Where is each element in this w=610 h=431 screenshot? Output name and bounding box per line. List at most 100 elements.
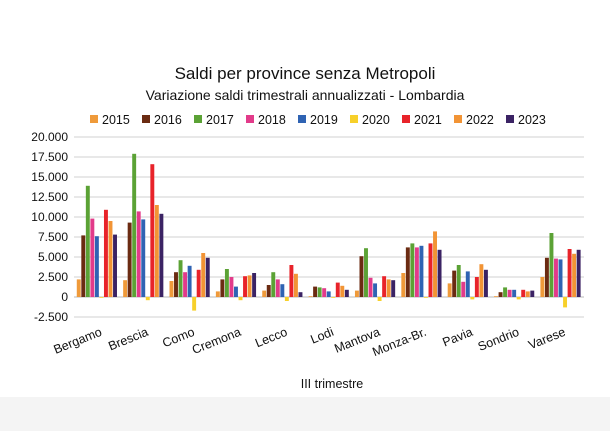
bar-2021-Varese — [567, 249, 572, 297]
bar-2021-Lodi — [335, 282, 340, 297]
footer-band — [0, 397, 610, 431]
bar-2022-Monza-Br. — [433, 231, 437, 297]
bar-2020-Varese — [563, 297, 568, 308]
bar-2021-Como — [196, 269, 201, 297]
bar-2022-Lecco — [293, 273, 298, 297]
bar-2016-Pavia — [452, 270, 457, 297]
bar-2019-Como — [187, 265, 192, 297]
bar-2015-Bergamo — [76, 279, 81, 297]
bar-2019-Varese — [558, 259, 563, 297]
bar-2015-Pavia — [447, 283, 452, 297]
y-tick-label: 15.000 — [31, 170, 68, 184]
bar-2018-Sondrio — [507, 289, 512, 297]
bar-2023-Mantova — [391, 280, 396, 297]
bar-2023-Bergamo — [113, 234, 117, 297]
x-category-label: Monza-Br. — [370, 325, 428, 359]
bar-2018-Cremona — [229, 277, 234, 297]
bar-2019-Bergamo — [94, 236, 99, 297]
legend-swatch — [298, 115, 306, 123]
bar-2023-Sondrio — [530, 290, 535, 297]
bar-2018-Como — [183, 272, 188, 297]
y-tick-label: 7.500 — [38, 230, 68, 244]
bar-2019-Lecco — [280, 284, 285, 297]
bar-2017-Como — [178, 260, 183, 297]
bar-2018-Varese — [554, 258, 558, 297]
legend-label: 2021 — [414, 113, 442, 127]
bar-2017-Monza-Br. — [410, 243, 415, 297]
legend-swatch — [90, 115, 98, 123]
legend-label: 2023 — [518, 113, 546, 127]
bar-2018-Mantova — [368, 277, 373, 297]
bar-2017-Sondrio — [503, 287, 508, 297]
bar-2020-Cremona — [238, 297, 243, 301]
legend-swatch — [194, 115, 202, 123]
bar-2016-Cremona — [220, 279, 225, 297]
y-tick-label: 12.500 — [31, 190, 68, 204]
y-tick-label: 17.500 — [31, 150, 68, 164]
bar-2020-Lecco — [284, 297, 289, 301]
legend-swatch — [454, 115, 462, 123]
bar-2022-Pavia — [479, 264, 484, 297]
bar-2022-Bergamo — [108, 221, 113, 297]
bar-2018-Brescia — [136, 211, 141, 297]
legend-swatch — [350, 115, 358, 123]
bar-2023-Cremona — [252, 273, 257, 297]
bar-2023-Pavia — [483, 269, 488, 297]
y-tick-label: 20.000 — [31, 130, 68, 144]
bar-2021-Sondrio — [521, 289, 526, 297]
bar-2018-Bergamo — [90, 218, 95, 297]
bar-2023-Brescia — [159, 213, 164, 297]
bar-2015-Sondrio — [494, 296, 498, 297]
bar-2018-Lodi — [322, 288, 327, 297]
bar-2015-Mantova — [354, 290, 359, 297]
bar-2019-Sondrio — [512, 289, 517, 297]
bar-2022-Como — [201, 253, 206, 297]
bar-2016-Monza-Br. — [405, 247, 410, 297]
bar-2015-Lecco — [262, 290, 267, 297]
bar-2021-Cremona — [243, 276, 247, 297]
legend-swatch — [506, 115, 514, 123]
bar-2021-Mantova — [382, 276, 387, 297]
bar-2018-Lecco — [275, 279, 280, 297]
bar-2021-Lecco — [289, 265, 294, 297]
bar-2023-Lecco — [298, 292, 303, 297]
legend-label: 2018 — [258, 113, 286, 127]
bar-2021-Monza-Br. — [428, 243, 433, 297]
bar-2015-Varese — [540, 277, 545, 297]
bar-2016-Como — [174, 272, 178, 297]
legend-label: 2017 — [206, 113, 234, 127]
bar-2016-Mantova — [359, 256, 364, 297]
legend-swatch — [246, 115, 254, 123]
bar-2020-Mantova — [377, 297, 382, 301]
bar-2016-Lodi — [313, 286, 318, 297]
x-category-label: Pavia — [441, 325, 475, 350]
bar-2023-Lodi — [344, 289, 349, 297]
bar-2015-Cremona — [215, 291, 220, 297]
bar-2017-Cremona — [224, 269, 229, 297]
legend-swatch — [402, 115, 410, 123]
bar-2020-Pavia — [470, 297, 475, 300]
bar-2021-Bergamo — [103, 209, 108, 297]
bar-2017-Bergamo — [85, 185, 90, 297]
x-category-label: Brescia — [106, 325, 150, 354]
legend-label: 2015 — [102, 113, 130, 127]
bar-2017-Lecco — [271, 272, 276, 297]
bar-2016-Bergamo — [81, 235, 86, 297]
bar-2022-Lodi — [340, 285, 345, 297]
bar-2019-Brescia — [141, 219, 146, 297]
bar-2017-Lodi — [317, 287, 322, 297]
bar-2020-Como — [192, 297, 197, 311]
bar-2020-Sondrio — [516, 297, 521, 300]
y-tick-label: 10.000 — [31, 210, 68, 224]
bar-2023-Como — [205, 257, 210, 297]
legend-swatch — [142, 115, 150, 123]
bar-2022-Varese — [572, 253, 577, 297]
x-axis-title: III trimestre — [301, 377, 364, 391]
bar-2022-Brescia — [154, 205, 159, 297]
x-category-label: Bergamo — [52, 325, 104, 357]
y-tick-label: 0 — [61, 290, 68, 304]
x-category-label: Varese — [526, 325, 567, 352]
bar-2017-Mantova — [364, 248, 368, 297]
